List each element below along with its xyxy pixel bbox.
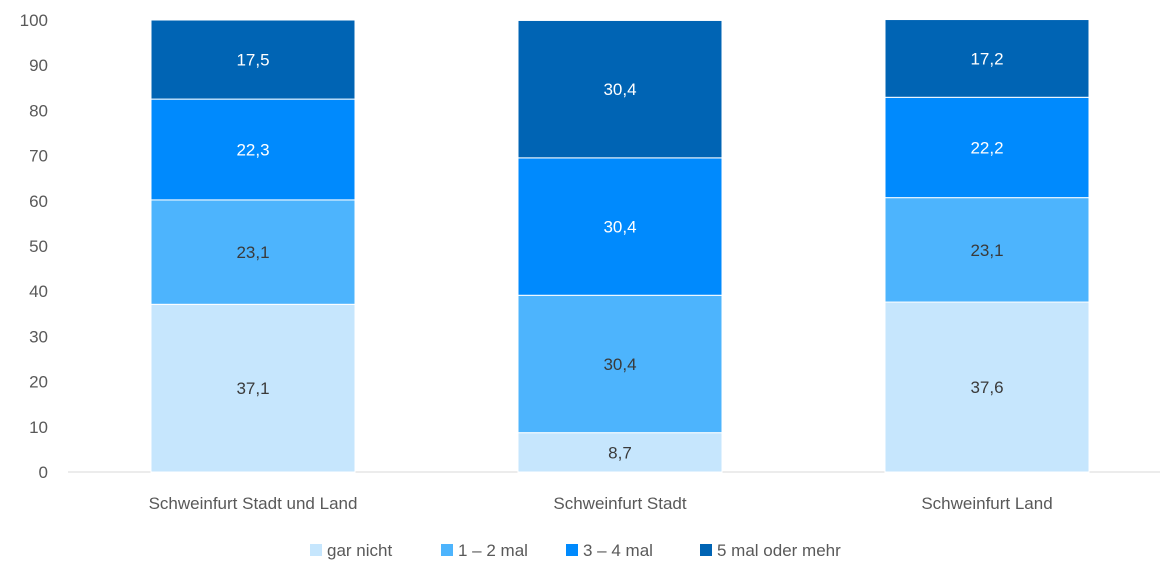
bar-segment (517, 19, 723, 159)
x-category-label: Schweinfurt Land (921, 494, 1052, 513)
legend-label: 3 – 4 mal (583, 541, 653, 560)
x-axis: Schweinfurt Stadt und Land Schweinfurt St… (149, 494, 1053, 513)
legend: gar nicht 1 – 2 mal 3 – 4 mal 5 mal oder me… (310, 541, 841, 560)
x-category-label: Schweinfurt Stadt und Land (149, 494, 358, 513)
bar-segment (150, 19, 356, 100)
y-tick-label: 100 (20, 11, 48, 30)
bars: 37,1 23,1 22,3 17,5 8,7 30,4 30,4 30,4 37,6 23,1 2… (150, 19, 1090, 473)
bar-segment (884, 19, 1090, 98)
data-label: 30,4 (603, 80, 636, 99)
y-tick-label: 60 (29, 192, 48, 211)
y-tick-label: 0 (39, 463, 48, 482)
y-tick-label: 10 (29, 418, 48, 437)
data-label: 23,1 (236, 243, 269, 262)
x-category-label: Schweinfurt Stadt (553, 494, 687, 513)
legend-swatch (441, 544, 453, 556)
y-tick-label: 70 (29, 147, 48, 166)
data-label: 22,2 (970, 138, 1003, 157)
y-axis: 0 10 20 30 40 50 60 70 80 90 100 (20, 11, 1160, 482)
legend-swatch (310, 544, 322, 556)
data-label: 37,6 (970, 378, 1003, 397)
y-tick-label: 20 (29, 373, 48, 392)
bar-segment (517, 294, 723, 434)
y-tick-label: 80 (29, 101, 48, 120)
y-tick-label: 90 (29, 56, 48, 75)
legend-swatch (566, 544, 578, 556)
data-label: 17,2 (970, 49, 1003, 68)
legend-swatch (700, 544, 712, 556)
data-label: 22,3 (236, 140, 269, 159)
data-label: 30,4 (603, 355, 636, 374)
bar-segment (517, 157, 723, 296)
data-label: 23,1 (970, 241, 1003, 260)
bar-segment (517, 432, 723, 473)
legend-label: 5 mal oder mehr (717, 541, 841, 560)
y-tick-label: 50 (29, 237, 48, 256)
data-label: 37,1 (236, 379, 269, 398)
legend-label: gar nicht (327, 541, 392, 560)
data-label: 30,4 (603, 218, 636, 237)
legend-label: 1 – 2 mal (458, 541, 528, 560)
bar-segment (884, 301, 1090, 473)
data-label: 17,5 (236, 51, 269, 70)
bar-segment (884, 197, 1090, 303)
y-tick-label: 40 (29, 282, 48, 301)
y-tick-label: 30 (29, 327, 48, 346)
data-label: 8,7 (608, 443, 632, 462)
bar-segment (884, 96, 1090, 199)
